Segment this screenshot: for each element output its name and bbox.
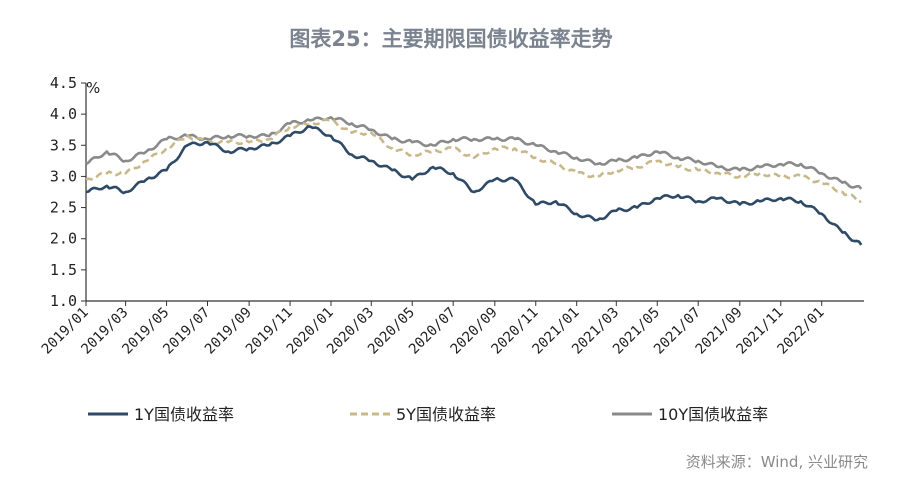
- y-unit-label: %: [86, 79, 100, 97]
- series-line-2: [85, 118, 862, 204]
- legend-label-1: 1Y国债收益率: [134, 405, 234, 424]
- y-tick-label: 2.0: [50, 230, 77, 248]
- source-note: 资料来源：Wind, 兴业研究: [686, 453, 868, 471]
- legend-label-2: 5Y国债收益率: [396, 405, 496, 424]
- y-tick-label: 3.5: [50, 136, 77, 154]
- legend-label-3: 10Y国债收益率: [658, 405, 768, 424]
- legend: 1Y国债收益率 5Y国债收益率 10Y国债收益率: [88, 405, 768, 424]
- y-tick-label: 2.5: [50, 199, 77, 217]
- y-tick-label: 4.0: [50, 105, 77, 123]
- axes: 1.01.52.02.53.03.54.04.52019/012019/0320…: [39, 74, 864, 358]
- series-line-3: [85, 116, 863, 190]
- y-tick-label: 4.5: [50, 74, 77, 92]
- y-tick-label: 3.0: [50, 167, 77, 185]
- y-tick-label: 1.0: [50, 292, 77, 310]
- y-tick-label: 1.5: [50, 261, 77, 279]
- series-line-1: [85, 125, 863, 246]
- chart-title: 图表25：主要期限国债收益率走势: [289, 27, 612, 51]
- series-layer: [85, 116, 863, 246]
